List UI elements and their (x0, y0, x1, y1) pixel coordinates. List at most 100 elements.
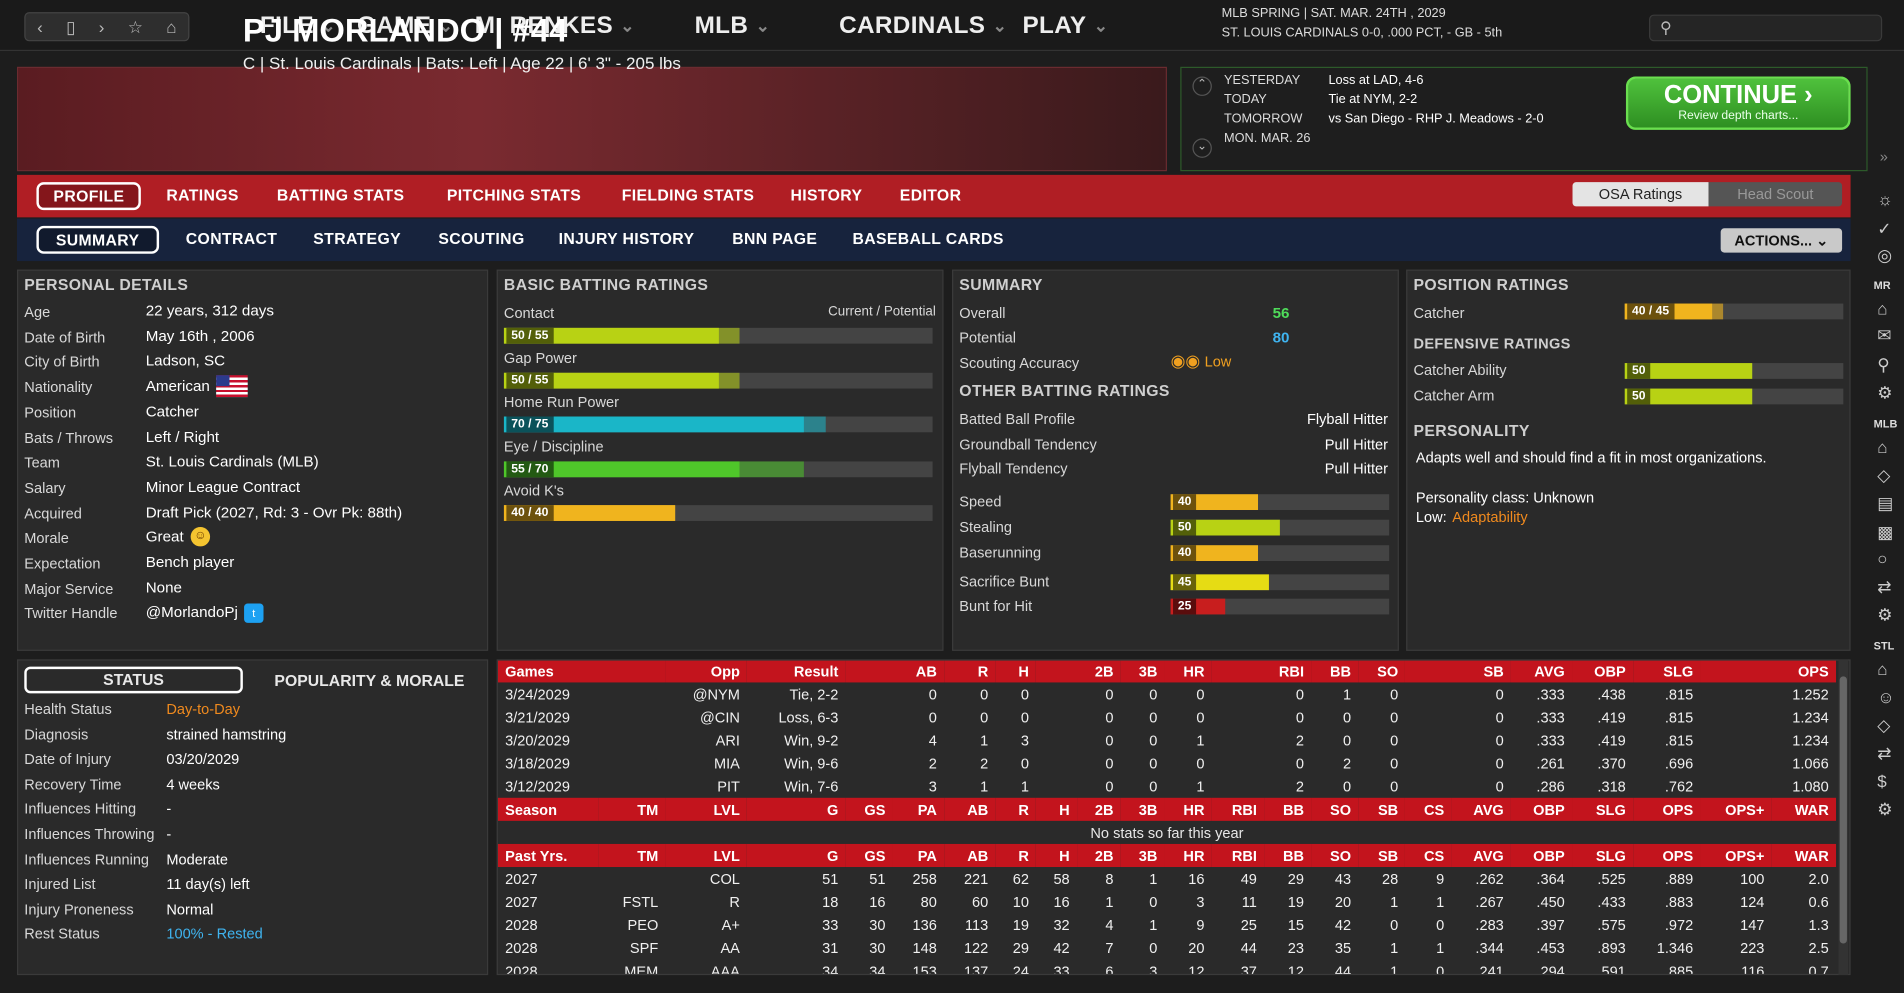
personal-value: None (145, 578, 183, 596)
tab-history[interactable]: HISTORY (790, 185, 863, 205)
table-cell: 0 (1020, 685, 1029, 703)
menu-manager[interactable]: M. RENKES ⌄ (474, 12, 635, 39)
game-row: 3/21/2029 @CIN Loss, 6-3 0 0 0 0 0 0 0 0 0 0 .333 .419… (498, 706, 1836, 729)
personal-label: Major Service (24, 580, 114, 598)
tab-pitching-stats[interactable]: PITCHING STATS (446, 185, 582, 205)
bar-chart-icon[interactable]: ▩ (1877, 522, 1894, 542)
menu-cardinals[interactable]: CARDINALS ⌄ (839, 12, 1008, 39)
chevron-down-icon: ⌄ (321, 15, 336, 36)
expand-icon[interactable]: » (1879, 148, 1888, 166)
baseball-icon[interactable]: ○ (1877, 548, 1888, 569)
tab-editor[interactable]: EDITOR (899, 185, 962, 205)
sidebar-label-stl: STL (1873, 639, 1895, 653)
tab-baseball-cards[interactable]: BASEBALL CARDS (852, 229, 1004, 248)
table-cell: 0 (1495, 731, 1504, 749)
schedule-label: TODAY (1224, 92, 1267, 107)
gear-icon[interactable]: ⚙ (1877, 382, 1893, 402)
tab-ratings[interactable]: RATINGS (166, 185, 239, 205)
column-header[interactable]: Past Yrs. (497, 843, 600, 868)
past-year-row[interactable]: 2028 PEO A+ 33 30 136 113 19 32 4 1 9 25 15 42 0 0.283.3… (498, 913, 1836, 936)
table-cell: 35 (1334, 939, 1352, 957)
running-rating-bar: 45 (1170, 574, 1390, 591)
past-year-row[interactable]: 2027 COL 51 51 258 221 62 58 8 1 16 49 29 43 28 9 .262 .3… (498, 867, 1836, 890)
gear-icon[interactable]: ⚙ (1877, 799, 1893, 819)
past-year-row[interactable]: 2027 FSTL R 18 16 80 60 10 16 1 0 3 11 19 20 1 1.267.450… (498, 890, 1836, 913)
users-icon[interactable]: ☺ (1877, 687, 1895, 707)
column-header: 2B (1076, 843, 1121, 868)
home-icon[interactable]: ⌂ (166, 17, 177, 37)
gear-icon[interactable]: ⚙ (1877, 604, 1893, 625)
past-year-row[interactable]: 2028 MEM AAA 34 34 153 137 24 33 6 3 12 37 12 44 1 0 .241… (498, 959, 1836, 976)
scrollbar[interactable] (1838, 659, 1849, 976)
table-cell: 3 (1196, 893, 1205, 911)
star-icon[interactable]: ☆ (127, 16, 143, 36)
column-header: SO (1311, 797, 1359, 821)
home-icon[interactable]: ⌂ (1877, 659, 1888, 679)
table-cell: 15 (1287, 916, 1305, 934)
menu-play[interactable]: PLAY ⌄ (1022, 12, 1109, 39)
diamond-icon[interactable]: ◇ (1877, 715, 1891, 735)
table-cell: 42 (1053, 939, 1070, 957)
mail-icon[interactable]: ✉ (1877, 325, 1892, 345)
table-cell: 3 (928, 777, 937, 795)
tab-status[interactable]: STATUS (24, 666, 243, 694)
osa-ratings-toggle[interactable]: OSA Ratings (1572, 182, 1709, 207)
back-icon[interactable]: ‹ (37, 17, 43, 37)
personal-value: Left / Right (145, 428, 220, 446)
tab-batting-stats[interactable]: BATTING STATS (276, 185, 405, 205)
search-input[interactable]: ⚲ (1649, 14, 1883, 42)
tab-bnn-page[interactable]: BNN PAGE (732, 229, 818, 248)
continue-button[interactable]: CONTINUE › Review depth charts... (1625, 76, 1851, 130)
search-icon[interactable]: ⚲ (1877, 354, 1890, 375)
game-date: MLB SPRING | SAT. MAR. 24TH , 2029 (1221, 6, 1446, 21)
globe-icon[interactable]: ◎ (1877, 245, 1893, 265)
status-label: Recovery Time (24, 775, 122, 793)
personality-low-value[interactable]: Adaptability (1452, 508, 1528, 526)
tab-contract[interactable]: CONTRACT (185, 229, 278, 248)
menu-game[interactable]: GAME ⌄ (357, 12, 454, 39)
tab-scouting[interactable]: SCOUTING (438, 229, 525, 248)
table-cell: 0.7 (1808, 962, 1829, 976)
tab-fielding-stats[interactable]: FIELDING STATS (621, 185, 755, 205)
past-year-row[interactable]: 2028 SPF AA 31 30 148 122 29 42 7 0 20 44 23 35 1 1 .344.… (498, 936, 1836, 959)
personal-value: Bench player (145, 553, 235, 571)
dollar-icon[interactable]: $ (1877, 771, 1887, 791)
schedule-result[interactable]: Tie at NYM, 2-2 (1328, 92, 1418, 107)
table-cell: 0 (1495, 685, 1504, 703)
home-icon[interactable]: ⌂ (1877, 437, 1888, 457)
id-card-icon[interactable]: ▤ (1877, 493, 1894, 513)
table-cell: 0 (1105, 708, 1114, 726)
checkmark-icon[interactable]: ✓ (1877, 218, 1892, 239)
status-label: Date of Injury (24, 750, 111, 768)
batting-ratings-title: BASIC BATTING RATINGS (503, 275, 709, 294)
menu-mlb[interactable]: MLB ⌄ (694, 12, 771, 39)
tab-profile[interactable]: PROFILE (36, 182, 142, 211)
table-cell: 0 (1020, 708, 1029, 726)
menu-file[interactable]: FILE ⌄ (259, 12, 336, 39)
transfer-icon[interactable]: ⇄ (1877, 576, 1892, 597)
forward-icon[interactable]: › (98, 17, 105, 37)
column-header[interactable]: Games (497, 660, 666, 683)
rating-text: 50 (1627, 363, 1651, 379)
table-cell: 1.3 (1808, 916, 1829, 934)
tab-injury-history[interactable]: INJURY HISTORY (558, 229, 695, 248)
running-rating-label: Stealing (959, 518, 1012, 536)
home-icon[interactable]: ⌂ (1877, 298, 1888, 319)
tab-summary[interactable]: SUMMARY (36, 225, 159, 254)
device-icon[interactable]: ▯ (66, 16, 76, 36)
diamond-icon[interactable]: ◇ (1877, 465, 1891, 485)
actions-dropdown[interactable]: ACTIONS... ⌄ (1720, 228, 1843, 253)
transfer-icon[interactable]: ⇄ (1877, 743, 1892, 763)
lightbulb-icon[interactable]: ☼ (1877, 189, 1893, 209)
tab-popularity-morale[interactable]: POPULARITY & MORALE (274, 671, 465, 690)
chevron-up-icon[interactable]: ⌃ (1192, 76, 1212, 96)
chevron-down-icon[interactable]: ⌄ (1192, 138, 1212, 158)
schedule-result[interactable]: vs San Diego - RHP J. Meadows - 2-0 (1328, 111, 1544, 127)
defensive-rating-bar: 50 (1624, 363, 1844, 379)
tab-strategy[interactable]: STRATEGY (313, 229, 401, 248)
head-scout-toggle[interactable]: Head Scout (1708, 182, 1843, 207)
schedule-result[interactable]: Loss at LAD, 4-6 (1328, 72, 1424, 88)
status-value: strained hamstring (166, 725, 287, 743)
column-header[interactable]: Season (497, 797, 600, 821)
twitter-icon[interactable]: t (244, 603, 264, 623)
